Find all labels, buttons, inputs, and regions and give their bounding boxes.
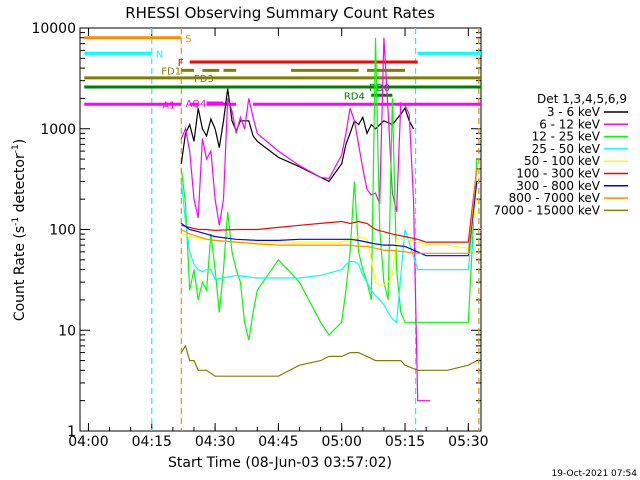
legend-label: 100 - 300 keV bbox=[516, 167, 600, 181]
flag-label-s: S bbox=[185, 34, 191, 45]
timestamp: 19-Oct-2021 07:54 bbox=[552, 469, 638, 479]
legend-label: 25 - 50 keV bbox=[532, 142, 601, 156]
legend-label: 800 - 7000 keV bbox=[509, 191, 601, 205]
legend-label: 6 - 12 keV bbox=[539, 117, 601, 131]
flag-label-f: F bbox=[178, 58, 184, 69]
x-tick-label: 05:15 bbox=[385, 434, 425, 450]
flag-label-fd3: FD3 bbox=[194, 74, 214, 85]
x-tick-labels: 04:00 04:15 04:30 04:45 05:00 05:15 05:30 bbox=[68, 434, 488, 450]
chart-title: RHESSI Observing Summary Count Rates bbox=[125, 4, 435, 22]
legend-label: 50 - 100 keV bbox=[524, 154, 601, 168]
legend-label: 7000 - 15000 keV bbox=[493, 203, 600, 217]
axis-ticks bbox=[80, 27, 481, 432]
flag-label-a1: A1 bbox=[162, 100, 175, 111]
x-tick-label: 05:30 bbox=[448, 434, 488, 450]
y-tick-label: 1 bbox=[67, 424, 76, 440]
series-1-line bbox=[180, 37, 431, 402]
flag-label-rd0: RD0 bbox=[369, 83, 390, 94]
legend-title: Det 1,3,4,5,6,9 bbox=[537, 92, 627, 106]
x-tick-label: 04:15 bbox=[132, 434, 172, 450]
series-3-line bbox=[180, 181, 478, 324]
series-8-line bbox=[180, 344, 478, 377]
y-tick-label: 1000 bbox=[40, 122, 76, 138]
x-tick-label: 04:30 bbox=[195, 434, 235, 450]
flag-bars: SNFFD1FD3RD0RD4AQ4A1 bbox=[84, 34, 481, 111]
y-axis-label: Count Rate (s-1 detector-1) bbox=[11, 139, 28, 321]
flag-label-n: N bbox=[156, 49, 163, 60]
series-7-line bbox=[181, 168, 478, 254]
legend-label: 300 - 800 keV bbox=[516, 179, 600, 193]
data-series bbox=[180, 37, 478, 402]
flag-label-fd1: FD1 bbox=[161, 66, 181, 77]
legend-label: 12 - 25 keV bbox=[532, 130, 601, 144]
series-0-line bbox=[180, 88, 415, 183]
flag-label-rd4: RD4 bbox=[344, 91, 365, 102]
series-5-line bbox=[181, 168, 478, 243]
x-tick-label: 05:00 bbox=[322, 434, 362, 450]
x-axis-label: Start Time (08-Jun-03 03:57:02) bbox=[168, 455, 392, 471]
y-tick-label: 10 bbox=[58, 323, 76, 339]
legend-label: 3 - 6 keV bbox=[547, 105, 601, 119]
y-tick-label: 10000 bbox=[31, 21, 76, 37]
y-tick-labels: 1 10 100 1000 10000 bbox=[31, 21, 76, 440]
y-tick-label: 100 bbox=[49, 223, 76, 239]
x-tick-label: 04:00 bbox=[68, 434, 108, 450]
series-2-line bbox=[180, 37, 478, 341]
x-tick-label: 04:45 bbox=[258, 434, 298, 450]
